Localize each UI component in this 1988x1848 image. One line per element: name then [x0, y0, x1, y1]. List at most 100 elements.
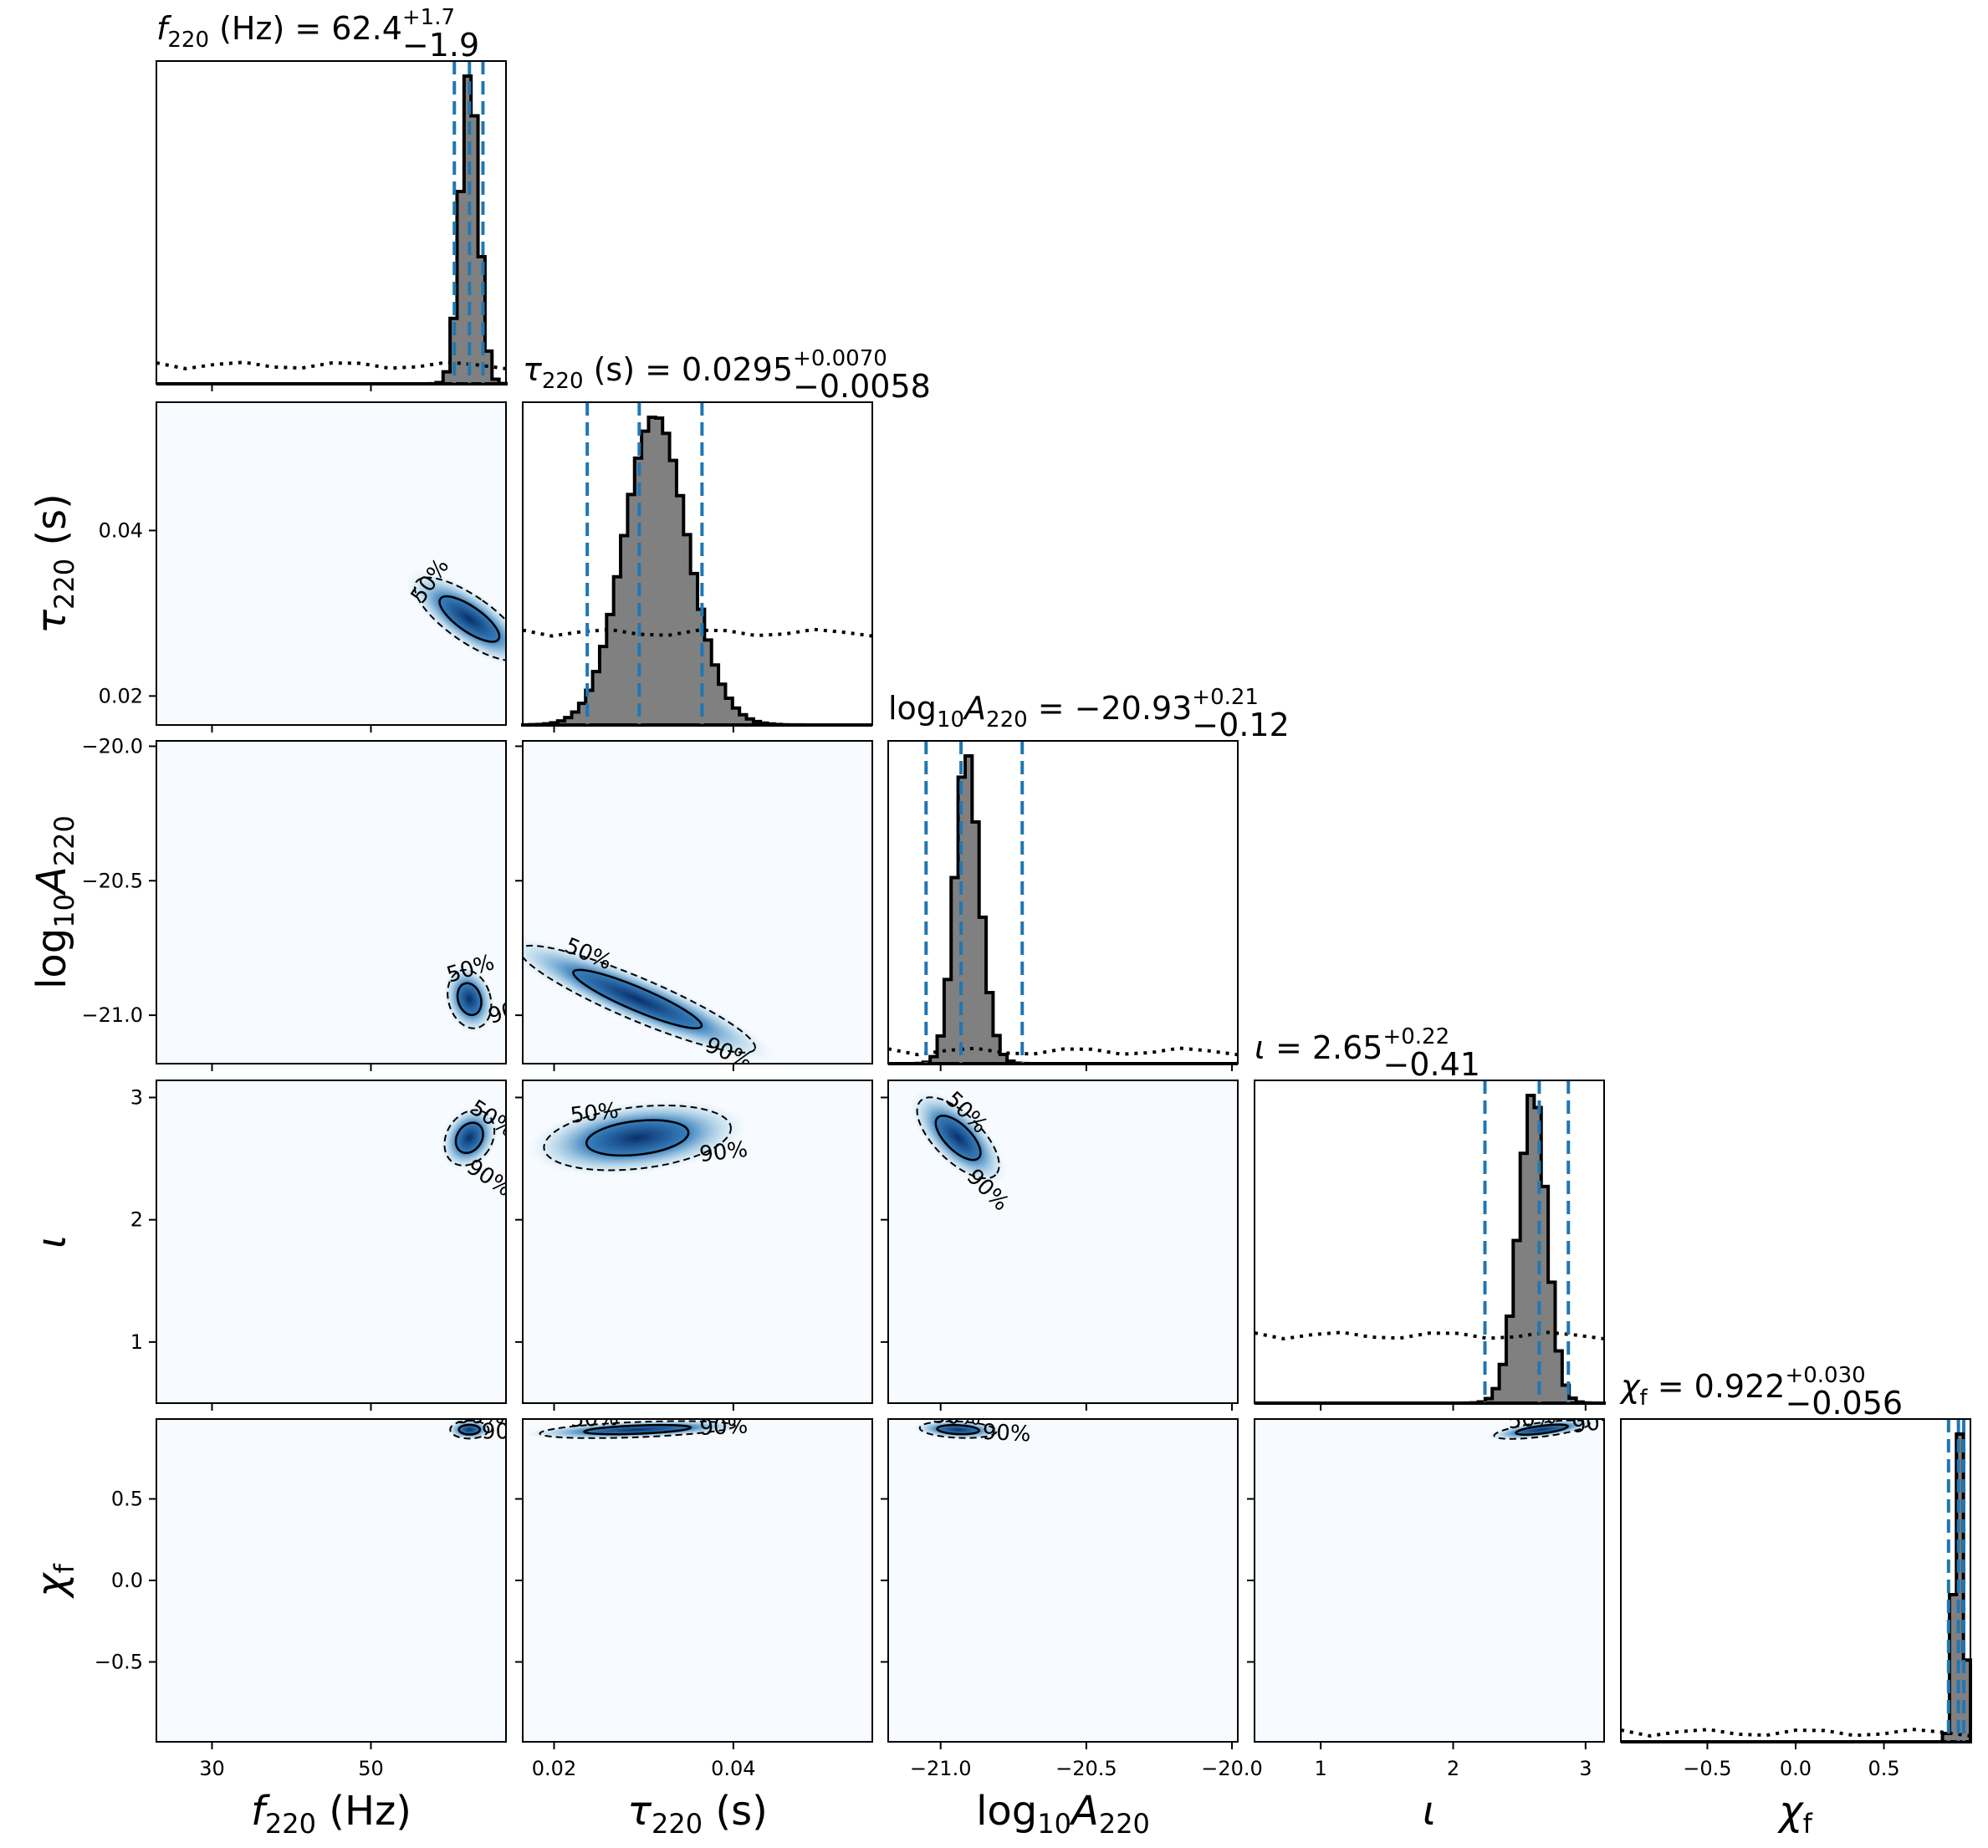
contour-label-90: 90%	[699, 1414, 749, 1441]
x-tick-label: 0.0	[1780, 1757, 1812, 1780]
y-axis-label-iota: ι	[28, 1235, 75, 1248]
contour-90	[543, 1104, 732, 1172]
contour-90	[413, 576, 506, 661]
panel-frame	[522, 401, 873, 726]
contour-90	[539, 1420, 736, 1439]
kde-contents: 50%90%	[912, 1403, 1031, 1447]
panel-frame	[1254, 1080, 1605, 1404]
density	[527, 1099, 749, 1177]
kde-panel-tau220-iota: 50% 90%	[522, 1080, 873, 1404]
y-axis-label-logA: log10A220	[28, 815, 80, 989]
density	[1485, 1419, 1599, 1441]
x-tick-label: 2	[1447, 1757, 1459, 1780]
prior-line	[887, 1046, 1239, 1057]
y-tick-label: 3	[130, 1085, 143, 1109]
x-axis-label-f220: f220 (Hz)	[251, 1788, 411, 1840]
panel-frame	[522, 1080, 873, 1404]
panel-background	[156, 61, 506, 384]
y-tick-label: 0.04	[99, 518, 143, 542]
contour-90	[447, 968, 493, 1029]
hist-title-lower-chi: −0.056	[1785, 1385, 1903, 1422]
x-axis-label-logA: log10A220	[976, 1788, 1150, 1840]
hist-title-lower-logA: −0.12	[1192, 707, 1289, 743]
contour-50	[438, 595, 501, 643]
kde-contents: 50%90%	[523, 1414, 754, 1441]
kde-contents: 50%90%	[1485, 1407, 1622, 1441]
kde-contents: 50%90%	[443, 950, 506, 1034]
hist-title-lower-f220: −1.9	[402, 27, 479, 64]
hist-panel-iota: ι = 2.65+0.22−0.41	[1254, 1024, 1606, 1405]
hist-panel-logA: log10A220 = −20.93+0.21−0.12	[887, 685, 1290, 1065]
panel-frame	[156, 740, 507, 1064]
y-tick-label: 0.0	[111, 1569, 143, 1592]
contour-label-90: 90%	[1571, 1407, 1622, 1438]
contour-label-90: 90%	[482, 1419, 530, 1444]
panel-background	[156, 1419, 506, 1742]
x-tick-label: 1	[1315, 1757, 1327, 1780]
contour-label-50: 50%	[932, 1403, 981, 1431]
density	[523, 1419, 754, 1440]
contour-50	[934, 1115, 982, 1161]
prior-line	[156, 360, 507, 370]
x-axis-label-tau220: τ220 (s)	[627, 1788, 768, 1840]
kde-contents: 50%90%	[527, 1098, 749, 1177]
density	[447, 1419, 493, 1441]
panel-frame	[887, 1080, 1239, 1404]
hist-title-lower-tau220: −0.0058	[793, 368, 931, 405]
panel-frame	[887, 740, 1239, 1064]
panel-frame	[522, 740, 873, 1064]
kde-panel-f220-tau220: 50%90%	[156, 401, 507, 726]
hist-title-lower-iota: −0.41	[1382, 1046, 1480, 1083]
y-tick-label: −20.5	[81, 869, 143, 892]
panel-background	[888, 1419, 1238, 1742]
kde-panel-f220-chi: 50%90%	[156, 1404, 530, 1743]
contour-50	[936, 1423, 980, 1436]
kde-panel-tau220-logA: 50%90%	[522, 740, 873, 1064]
kde-panel-tau220-chi: 50% 90%	[522, 1414, 873, 1743]
panel-background	[888, 741, 1238, 1064]
hist-panel-f220: f220 (Hz) = 62.4+1.7−1.9	[156, 5, 508, 385]
x-tick-label: −20.5	[1055, 1757, 1117, 1780]
kde-panel-f220-logA: 50%90%	[156, 740, 507, 1064]
x-tick-label: 0.04	[711, 1757, 755, 1780]
contour-50	[585, 1119, 690, 1157]
x-tick-label: −0.5	[1683, 1757, 1731, 1780]
kde-contents: 50%90%	[447, 1404, 530, 1444]
panel-background	[523, 1419, 872, 1742]
contour-50	[454, 1121, 484, 1155]
panel-frame	[156, 1080, 507, 1404]
x-tick-label: 3	[1579, 1757, 1592, 1780]
y-tick-label: 1	[130, 1330, 143, 1354]
density	[523, 936, 777, 1063]
contour-90	[1493, 1419, 1591, 1440]
contour-50	[457, 1423, 482, 1436]
hist-title-iota: ι = 2.65+0.22	[1255, 1024, 1449, 1066]
contour-label-90: 90%	[982, 1420, 1031, 1447]
y-tick-label: 2	[130, 1208, 143, 1232]
contour-label-50: 50%	[457, 1404, 505, 1429]
kde-panel-iota-chi: 50% 90%	[1254, 1407, 1622, 1743]
panel-background	[156, 402, 506, 725]
x-axis-label-iota: ι	[1423, 1788, 1436, 1835]
hist-title-logA: log10A220 = −20.93+0.21	[888, 685, 1259, 733]
hist-title-chi: χf = 0.922+0.030	[1619, 1363, 1866, 1411]
prior-line	[1254, 1330, 1605, 1341]
hist-title-f220: f220 (Hz) = 62.4+1.7	[156, 5, 455, 53]
y-axis-label-tau220: τ220 (s)	[28, 493, 80, 634]
x-axis-label-chi: χf	[1776, 1788, 1812, 1840]
y-tick-label: −20.0	[81, 734, 143, 758]
contour-90	[523, 944, 756, 1054]
kde-panel-logA-chi: 50%90%	[887, 1403, 1239, 1743]
hist-title-tau220: τ220 (s) = 0.0295+0.0070	[523, 346, 887, 394]
contour-50	[583, 1423, 692, 1436]
kde-panel-f220-iota: 50%90%	[156, 1080, 507, 1404]
y-tick-label: 0.02	[99, 684, 143, 707]
contour-90	[443, 1109, 496, 1166]
x-tick-label: 0.02	[532, 1757, 576, 1780]
y-tick-label: 0.5	[111, 1488, 143, 1511]
panel-frame	[156, 401, 507, 726]
x-tick-label: 50	[358, 1757, 384, 1780]
density	[443, 964, 496, 1034]
hist-panel-tau220: τ220 (s) = 0.0295+0.0070−0.0058	[521, 346, 931, 727]
